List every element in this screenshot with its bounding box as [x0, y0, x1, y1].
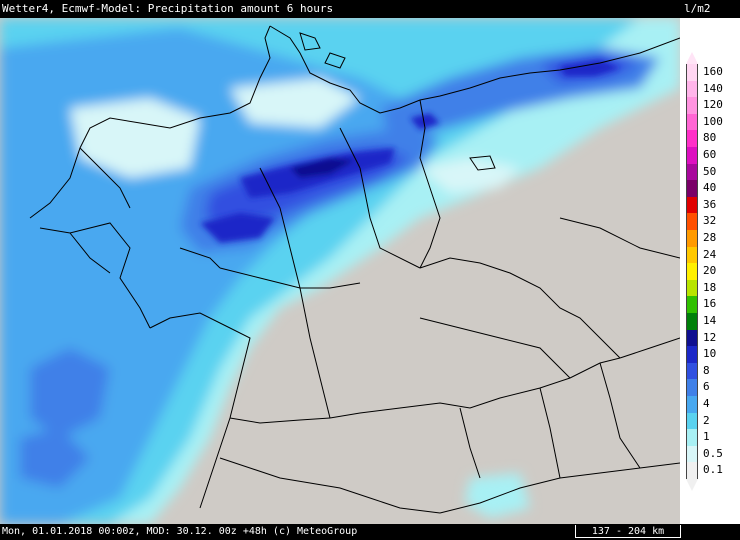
legend-label: 28	[703, 231, 717, 244]
legend-label: 0.5	[703, 446, 723, 460]
legend-swatch	[686, 396, 698, 414]
legend-label: 80	[703, 131, 717, 145]
legend-bottom-arrow	[686, 479, 698, 491]
footer-bar: Mon, 01.01.2018 00:00z, MOD: 30.12. 00z …	[0, 524, 740, 540]
scale-bar: 137 - 204 km	[575, 525, 681, 538]
legend-swatch	[686, 313, 698, 331]
legend-swatch	[686, 412, 698, 430]
legend-swatch	[686, 80, 698, 98]
map-canvas	[0, 18, 680, 524]
legend-label: 100	[703, 114, 723, 128]
legend-label: 4	[703, 397, 710, 410]
legend-label: 18	[703, 280, 717, 294]
legend-swatch	[686, 362, 698, 380]
legend-label: 6	[703, 380, 710, 394]
legend-swatch	[686, 379, 698, 397]
legend-label: 2	[703, 413, 710, 427]
borders	[29, 25, 680, 514]
legend-swatch	[686, 445, 698, 463]
legend-label: 20	[703, 264, 717, 278]
legend-label: 14	[703, 314, 717, 327]
legend-label: 40	[703, 181, 717, 195]
legend-label: 160	[703, 65, 723, 78]
legend-swatch	[686, 346, 698, 364]
legend-swatch	[686, 279, 698, 297]
legend-swatch	[686, 97, 698, 115]
legend-swatch	[686, 130, 698, 148]
legend-swatch	[686, 263, 698, 281]
legend-swatch	[686, 296, 698, 314]
legend-label: 0.1	[703, 463, 723, 477]
legend-swatch	[686, 113, 698, 131]
legend-swatch	[686, 429, 698, 447]
legend-top-arrow	[686, 52, 698, 64]
legend-swatch	[686, 147, 698, 165]
legend-label: 1	[703, 430, 710, 444]
legend-label: 50	[703, 164, 717, 178]
legend-swatch	[686, 213, 698, 231]
legend-label: 32	[703, 214, 717, 228]
legend-label: 36	[703, 197, 717, 211]
unit-label: l/m2	[684, 2, 711, 15]
legend-label: 60	[703, 148, 717, 161]
legend-swatch	[686, 329, 698, 347]
legend-swatch	[686, 196, 698, 214]
legend-swatch	[686, 246, 698, 264]
legend-label: 8	[703, 363, 710, 377]
legend-swatch	[686, 462, 698, 480]
legend-swatch	[686, 230, 698, 248]
footer-info: Mon, 01.01.2018 00:00z, MOD: 30.12. 00z …	[2, 526, 358, 537]
legend-swatch	[686, 180, 698, 198]
legend-label: 16	[703, 297, 717, 311]
title-bar: Wetter4, Ecmwf-Model: Precipitation amou…	[0, 0, 740, 18]
precipitation-layer	[0, 18, 680, 524]
legend-swatch	[686, 163, 698, 181]
precipitation-map[interactable]	[0, 18, 680, 524]
legend-swatch	[686, 64, 698, 82]
legend-label: 120	[703, 98, 723, 112]
map-title: Wetter4, Ecmwf-Model: Precipitation amou…	[2, 2, 334, 15]
legend-label: 12	[703, 330, 717, 344]
legend-label: 140	[703, 81, 723, 95]
legend-label: 24	[703, 247, 717, 261]
legend-label: 10	[703, 347, 717, 361]
